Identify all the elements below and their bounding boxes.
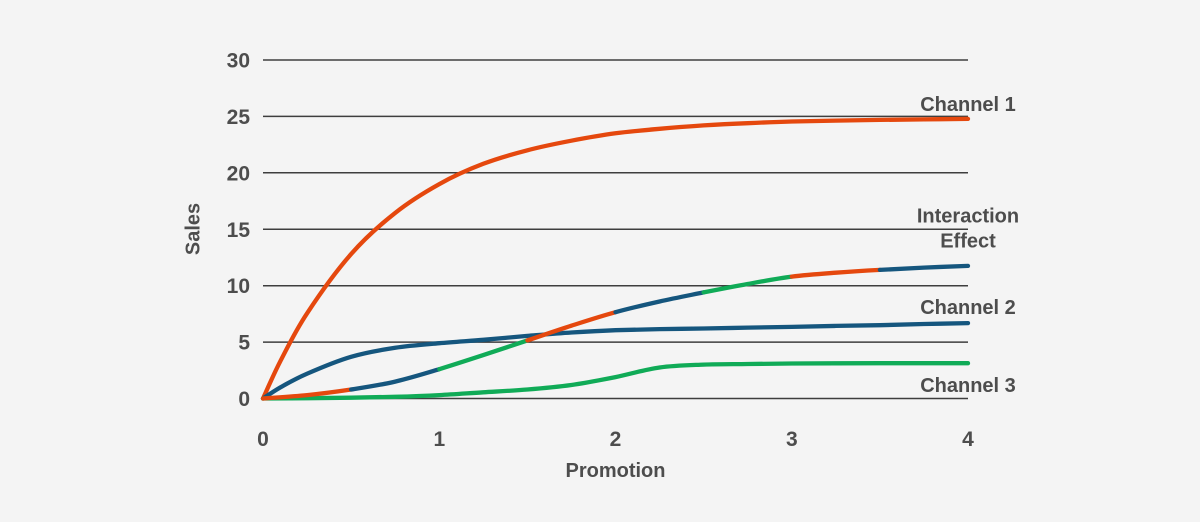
series-interaction-effect-segment-3 bbox=[525, 310, 618, 343]
annotation-effect: Effect bbox=[940, 231, 996, 253]
series-interaction-effect-segment-1 bbox=[348, 367, 442, 392]
y-tick-label-15: 15 bbox=[227, 219, 251, 242]
x-tick-label-0: 0 bbox=[257, 428, 269, 451]
series-interaction-effect-segment-5 bbox=[701, 274, 794, 295]
annotation-channel-2: Channel 2 bbox=[920, 297, 1016, 319]
series-interaction-effect-segment-4 bbox=[613, 290, 706, 315]
annotation-interaction: Interaction bbox=[917, 206, 1019, 228]
y-tick-label-25: 25 bbox=[227, 106, 251, 129]
series-channel-3-line bbox=[260, 361, 971, 401]
y-tick-label-0: 0 bbox=[238, 388, 250, 411]
series-channel-1-line bbox=[260, 116, 971, 401]
series-interaction-effect-segment-6 bbox=[789, 267, 883, 279]
series-channel-2-line bbox=[260, 320, 971, 401]
x-tick-label-3: 3 bbox=[786, 428, 798, 451]
x-tick-label-1: 1 bbox=[433, 428, 445, 451]
series-interaction-effect-segment-0 bbox=[260, 387, 354, 401]
x-tick-label-4: 4 bbox=[962, 428, 974, 451]
x-tick-label-2: 2 bbox=[610, 428, 622, 451]
y-axis-title: Sales bbox=[182, 202, 205, 256]
y-tick-label-10: 10 bbox=[227, 275, 250, 298]
y-tick-label-20: 20 bbox=[227, 162, 250, 185]
y-tick-label-5: 5 bbox=[238, 332, 250, 355]
annotation-channel-1: Channel 1 bbox=[920, 94, 1016, 116]
x-axis-title: Promotion bbox=[565, 460, 666, 482]
series-interaction-effect-segment-7 bbox=[877, 263, 971, 273]
annotation-channel-3: Channel 3 bbox=[920, 375, 1016, 397]
y-tick-label-30: 30 bbox=[227, 50, 250, 73]
series-interaction-effect-segment-2 bbox=[437, 338, 530, 372]
